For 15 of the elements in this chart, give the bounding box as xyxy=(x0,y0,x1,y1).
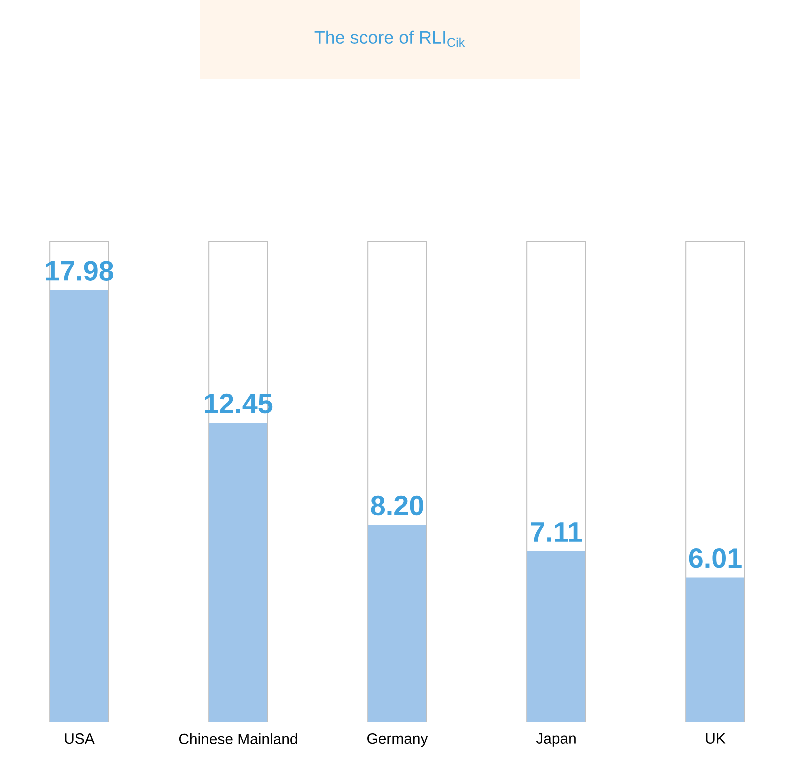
bar xyxy=(368,525,427,722)
data-label: 12.45 xyxy=(205,394,273,414)
x-tick-label: UK xyxy=(706,734,726,744)
x-tick-label: Germany xyxy=(368,734,428,748)
x-tick-label: USA xyxy=(65,734,95,744)
data-label: 8.20 xyxy=(371,496,424,516)
bar xyxy=(686,578,745,722)
data-label: 17.98 xyxy=(46,261,114,281)
data-label: 7.11 xyxy=(531,522,582,542)
bar xyxy=(528,551,586,722)
chart-title: The score of RLI$_{Cik}$ xyxy=(314,30,466,48)
data-label: 6.01 xyxy=(689,548,742,568)
bar xyxy=(210,423,268,722)
x-tick-label: Japan xyxy=(536,734,576,747)
x-tick-label: Chinese Mainland xyxy=(179,734,298,744)
